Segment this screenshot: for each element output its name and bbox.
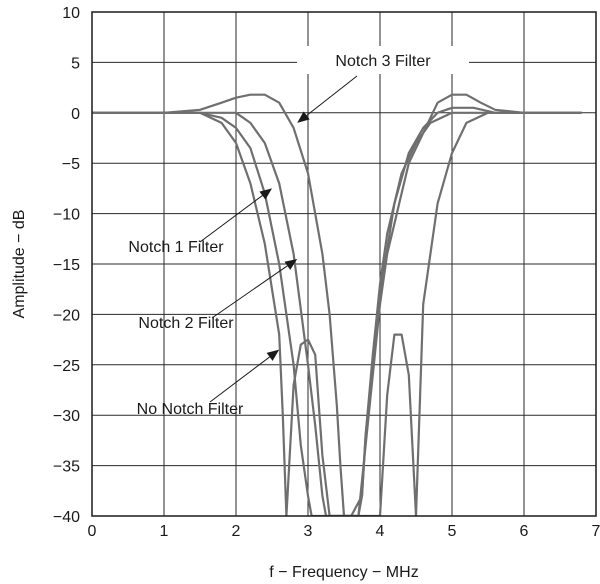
arrowhead-icon: [297, 111, 310, 123]
y-tick-label: −35: [53, 459, 80, 476]
annotation-label: Notch 3 Filter: [335, 53, 431, 70]
x-tick-label: 6: [520, 523, 529, 540]
x-tick-label: 3: [304, 523, 313, 540]
annotation-label: Notch 1 Filter: [128, 239, 224, 256]
annotation-leader-line: [211, 265, 288, 319]
y-tick-label: −25: [53, 358, 80, 375]
y-tick-label: −30: [53, 408, 80, 425]
grid-lines: [92, 12, 596, 516]
y-tick-label: 10: [62, 5, 80, 22]
x-tick-label: 1: [160, 523, 169, 540]
y-tick-label: −10: [53, 207, 80, 224]
arrowhead-icon: [284, 258, 298, 270]
annotations: Notch 3 Filter Notch 1 Filter Notch 2 Filt…: [128, 46, 469, 418]
annotation-background: [297, 46, 469, 74]
annotation-leader-line: [199, 195, 263, 243]
annotation-label: No Notch Filter: [137, 401, 244, 418]
annotation-leader-line: [209, 356, 270, 403]
y-tick-labels: 10 5 0 −5 −10 −15 −20 −25 −30 −35 −40: [53, 5, 80, 526]
annotation-label: Notch 2 Filter: [138, 315, 234, 332]
x-axis-label: f − Frequency − MHz: [269, 564, 418, 581]
annotation-no-notch-filter: No Notch Filter: [137, 349, 280, 418]
y-tick-label: 5: [71, 55, 80, 72]
arrowhead-icon: [259, 188, 272, 200]
x-tick-label: 5: [448, 523, 457, 540]
x-tick-label: 0: [88, 523, 97, 540]
curve-notch-3-filter: [92, 93, 582, 516]
plot-frame: [91, 11, 597, 517]
x-tick-labels: 0 1 2 3 4 5 6 7: [88, 523, 600, 540]
y-axis-label: Amplitude − dB: [11, 210, 28, 319]
curve-notch-1-filter: [92, 111, 582, 516]
curve-no-notch-filter: [92, 111, 582, 516]
annotation-leader-line: [306, 75, 358, 116]
x-tick-label: 2: [232, 523, 241, 540]
y-tick-label: 0: [71, 106, 80, 123]
annotation-notch-3-filter: Notch 3 Filter: [297, 46, 469, 123]
curve-notch-2-filter: [92, 106, 582, 516]
y-tick-label: −15: [53, 257, 80, 274]
curve-series: [92, 93, 582, 516]
arrowhead-icon: [266, 349, 280, 361]
x-tick-label: 4: [376, 523, 385, 540]
y-tick-label: −40: [53, 509, 80, 526]
x-tick-label: 7: [592, 523, 600, 540]
annotation-notch-2-filter: Notch 2 Filter: [138, 258, 298, 332]
y-tick-label: −20: [53, 307, 80, 324]
y-tick-label: −5: [62, 156, 80, 173]
annotation-notch-1-filter: Notch 1 Filter: [128, 188, 272, 256]
